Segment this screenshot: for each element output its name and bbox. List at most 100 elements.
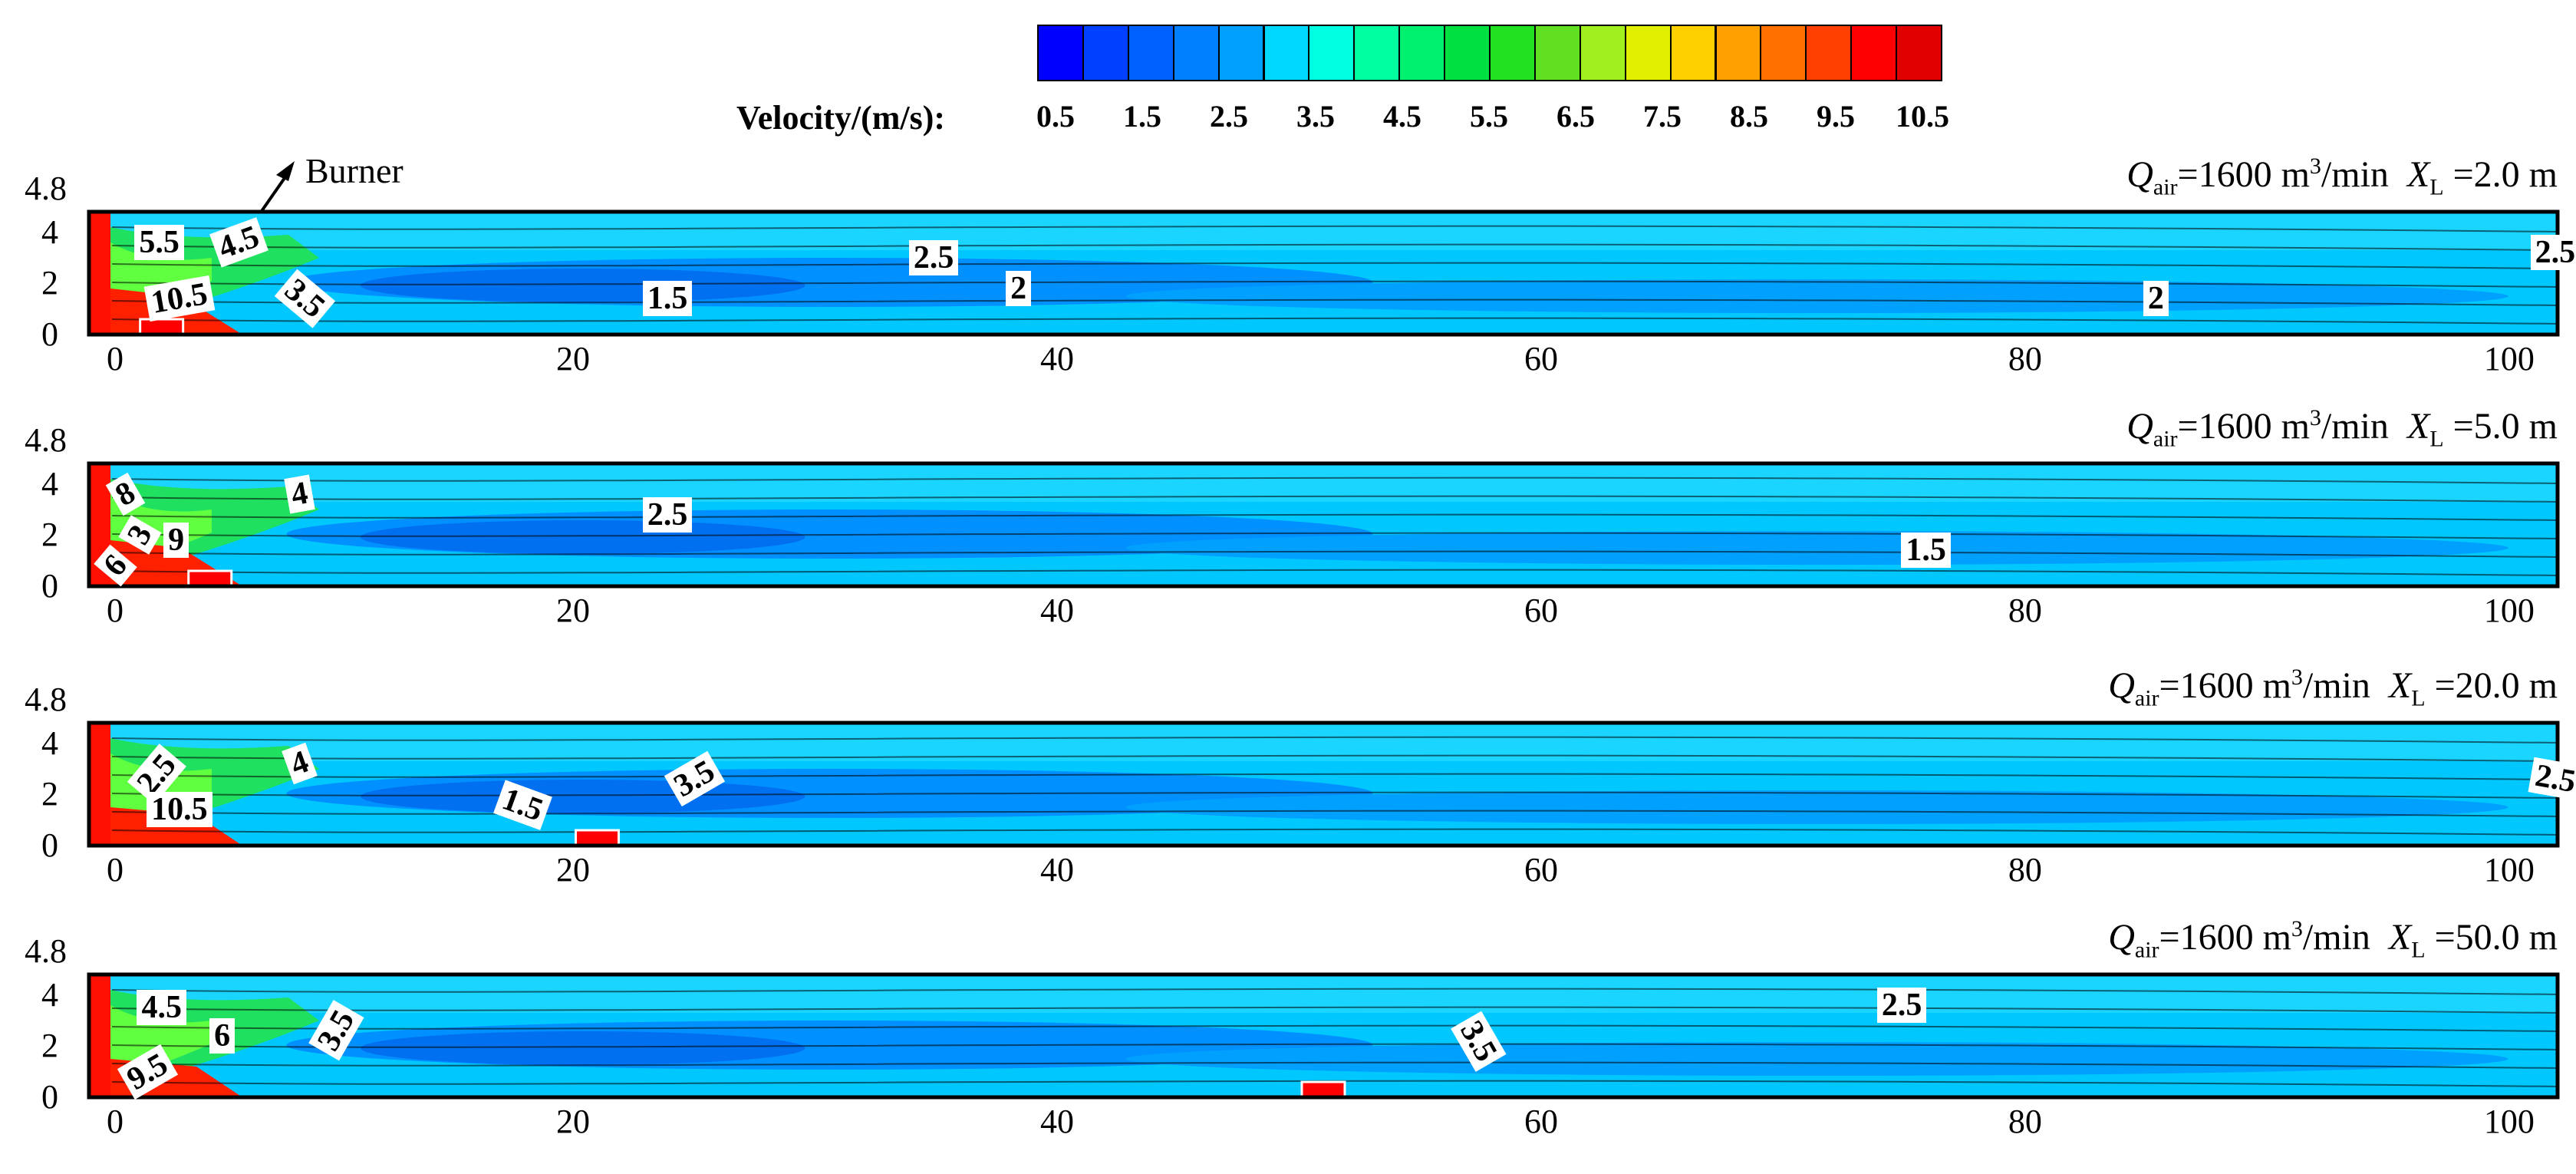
contour-line [111,754,2558,762]
y-tick-label: 4.8 [25,681,67,718]
contour-value-label: 4.5 [137,990,186,1026]
burner-marker [187,569,233,588]
colorbar-swatch [1533,25,1581,81]
y-tick-label: 2 [41,264,58,302]
contour-line [111,791,2558,799]
contour-line [111,317,2558,325]
colorbar-swatch [1760,25,1807,81]
colorbar: 0.5 1.5 2.5 3.5 4.5 5.5 6.5 7.5 8.5 9.5 10.5 Veloc… [0,0,2576,153]
x-tick-label: 80 [2008,851,2042,889]
x-tick-label: 60 [1524,592,1558,629]
contour-line [111,1061,2558,1069]
contour-line [111,532,2558,539]
x-tick-label: 0 [107,340,124,378]
contour-line [111,569,2558,576]
contour-line [111,773,2558,780]
colorbar-swatch [1398,25,1446,81]
plot-frame [87,972,2560,1100]
colorbar-tick-label: 10.5 [1896,99,1949,134]
downstream-zone [1125,531,2508,565]
x-tick-label: 0 [107,851,124,889]
contour-plot [87,972,2560,1100]
x-tick-label: 40 [1039,592,1074,629]
x-tick-label: 40 [1039,851,1074,889]
x-tick-label: 40 [1039,340,1074,378]
y-tick-label: 4 [41,724,58,762]
colorbar-tick-label: 3.5 [1296,99,1335,134]
contour-line [111,495,2558,503]
low-velocity-core [360,1031,805,1065]
x-tick-label: 20 [555,851,590,889]
burner-marker [1300,1080,1346,1099]
colorbar-swatch [1444,25,1491,81]
colorbar-tick-label: 2.5 [1210,99,1248,134]
y-tick-label: 4 [41,975,58,1014]
x-tick-label: 100 [2483,592,2535,629]
x-tick-label: 20 [555,592,590,629]
x-tick-label: 0 [107,592,124,629]
x-tick-label: 40 [1039,1103,1074,1140]
contour-value-label: 6 [209,1018,236,1054]
inlet-jet [89,723,110,846]
x-tick-label: 80 [2008,1103,2042,1140]
contour-value-label: 1.5 [1901,533,1951,569]
colorbar-swatch [1896,25,1942,81]
low-velocity-core [360,269,805,302]
colorbar-swatch [1715,25,1762,81]
colorbar-tick-label: 9.5 [1817,99,1855,134]
y-tick-label: 0 [41,567,58,605]
colorbar-swatch [1850,25,1898,81]
y-tick-label: 4.8 [25,170,67,207]
y-tick-label: 2 [41,775,58,813]
burner-marker [139,318,185,336]
burner-marker [575,829,621,847]
y-tick-label: 4 [41,213,58,251]
inlet-jet [89,212,110,335]
contour-line [111,477,2558,484]
contour-line [111,550,2558,558]
field-band-upper [89,974,2558,1013]
x-tick-label: 100 [2483,1103,2535,1140]
low-velocity-core [360,780,805,813]
x-tick-label: 100 [2483,340,2535,378]
colorbar-tick-label: 4.5 [1383,99,1421,134]
y-tick-label: 4.8 [25,932,67,970]
contour-line [111,262,2558,269]
colorbar-swatch [1217,25,1265,81]
y-tick-label: 0 [41,826,58,864]
y-tick-label: 4 [41,464,58,503]
contour-value-label: 5.5 [134,225,184,260]
contour-line [111,828,2558,836]
condition-label: Qair=1600 m3/min XL =20.0 m [2108,664,2558,711]
colorbar-tick-label: 6.5 [1556,99,1595,134]
x-tick-label: 80 [2008,592,2042,629]
velocity-panel: 4.8 4 2 0 0 20 40 60 80 100 Qair=1600 m3/min XL =2… [0,664,2576,922]
colorbar-swatch [1082,25,1129,81]
velocity-panel: 4.8 4 2 0 0 20 40 60 80 100 Qair=1600 m3/min XL =5… [0,916,2576,1174]
x-tick-label: 60 [1524,1103,1558,1140]
x-tick-label: 20 [555,340,590,378]
colorbar-tick-label: 1.5 [1123,99,1161,134]
plot-frame [87,209,2560,337]
y-tick-label: 2 [41,1027,58,1065]
velocity-panel: 4.8 4 2 0 0 20 40 60 80 100 Qair=1600 m3/min XL =2… [0,153,2576,411]
y-tick-label: 4.8 [25,421,67,459]
contour-plot [87,721,2560,848]
contour-value-label: 2 [1006,271,1032,306]
contour-value-label: 2.5 [1876,988,1927,1023]
x-tick-label: 60 [1524,340,1558,378]
x-tick-label: 100 [2483,851,2535,889]
contour-line [111,1080,2558,1087]
x-tick-label: 80 [2008,340,2042,378]
contour-value-label: 2.5 [642,496,693,533]
contour-line [111,988,2558,995]
condition-label: Qair=1600 m3/min XL =2.0 m [2126,153,2558,200]
contour-value-label: 2 [2143,281,2169,317]
colorbar-tick-label: 7.5 [1643,99,1682,134]
contour-line [111,810,2558,817]
contour-plot [87,461,2560,589]
colorbar-swatch [1037,25,1084,81]
condition-label: Qair=1600 m3/min XL =50.0 m [2108,916,2558,963]
downstream-zone [1125,790,2508,824]
contour-value-label: 2.5 [2530,235,2576,271]
